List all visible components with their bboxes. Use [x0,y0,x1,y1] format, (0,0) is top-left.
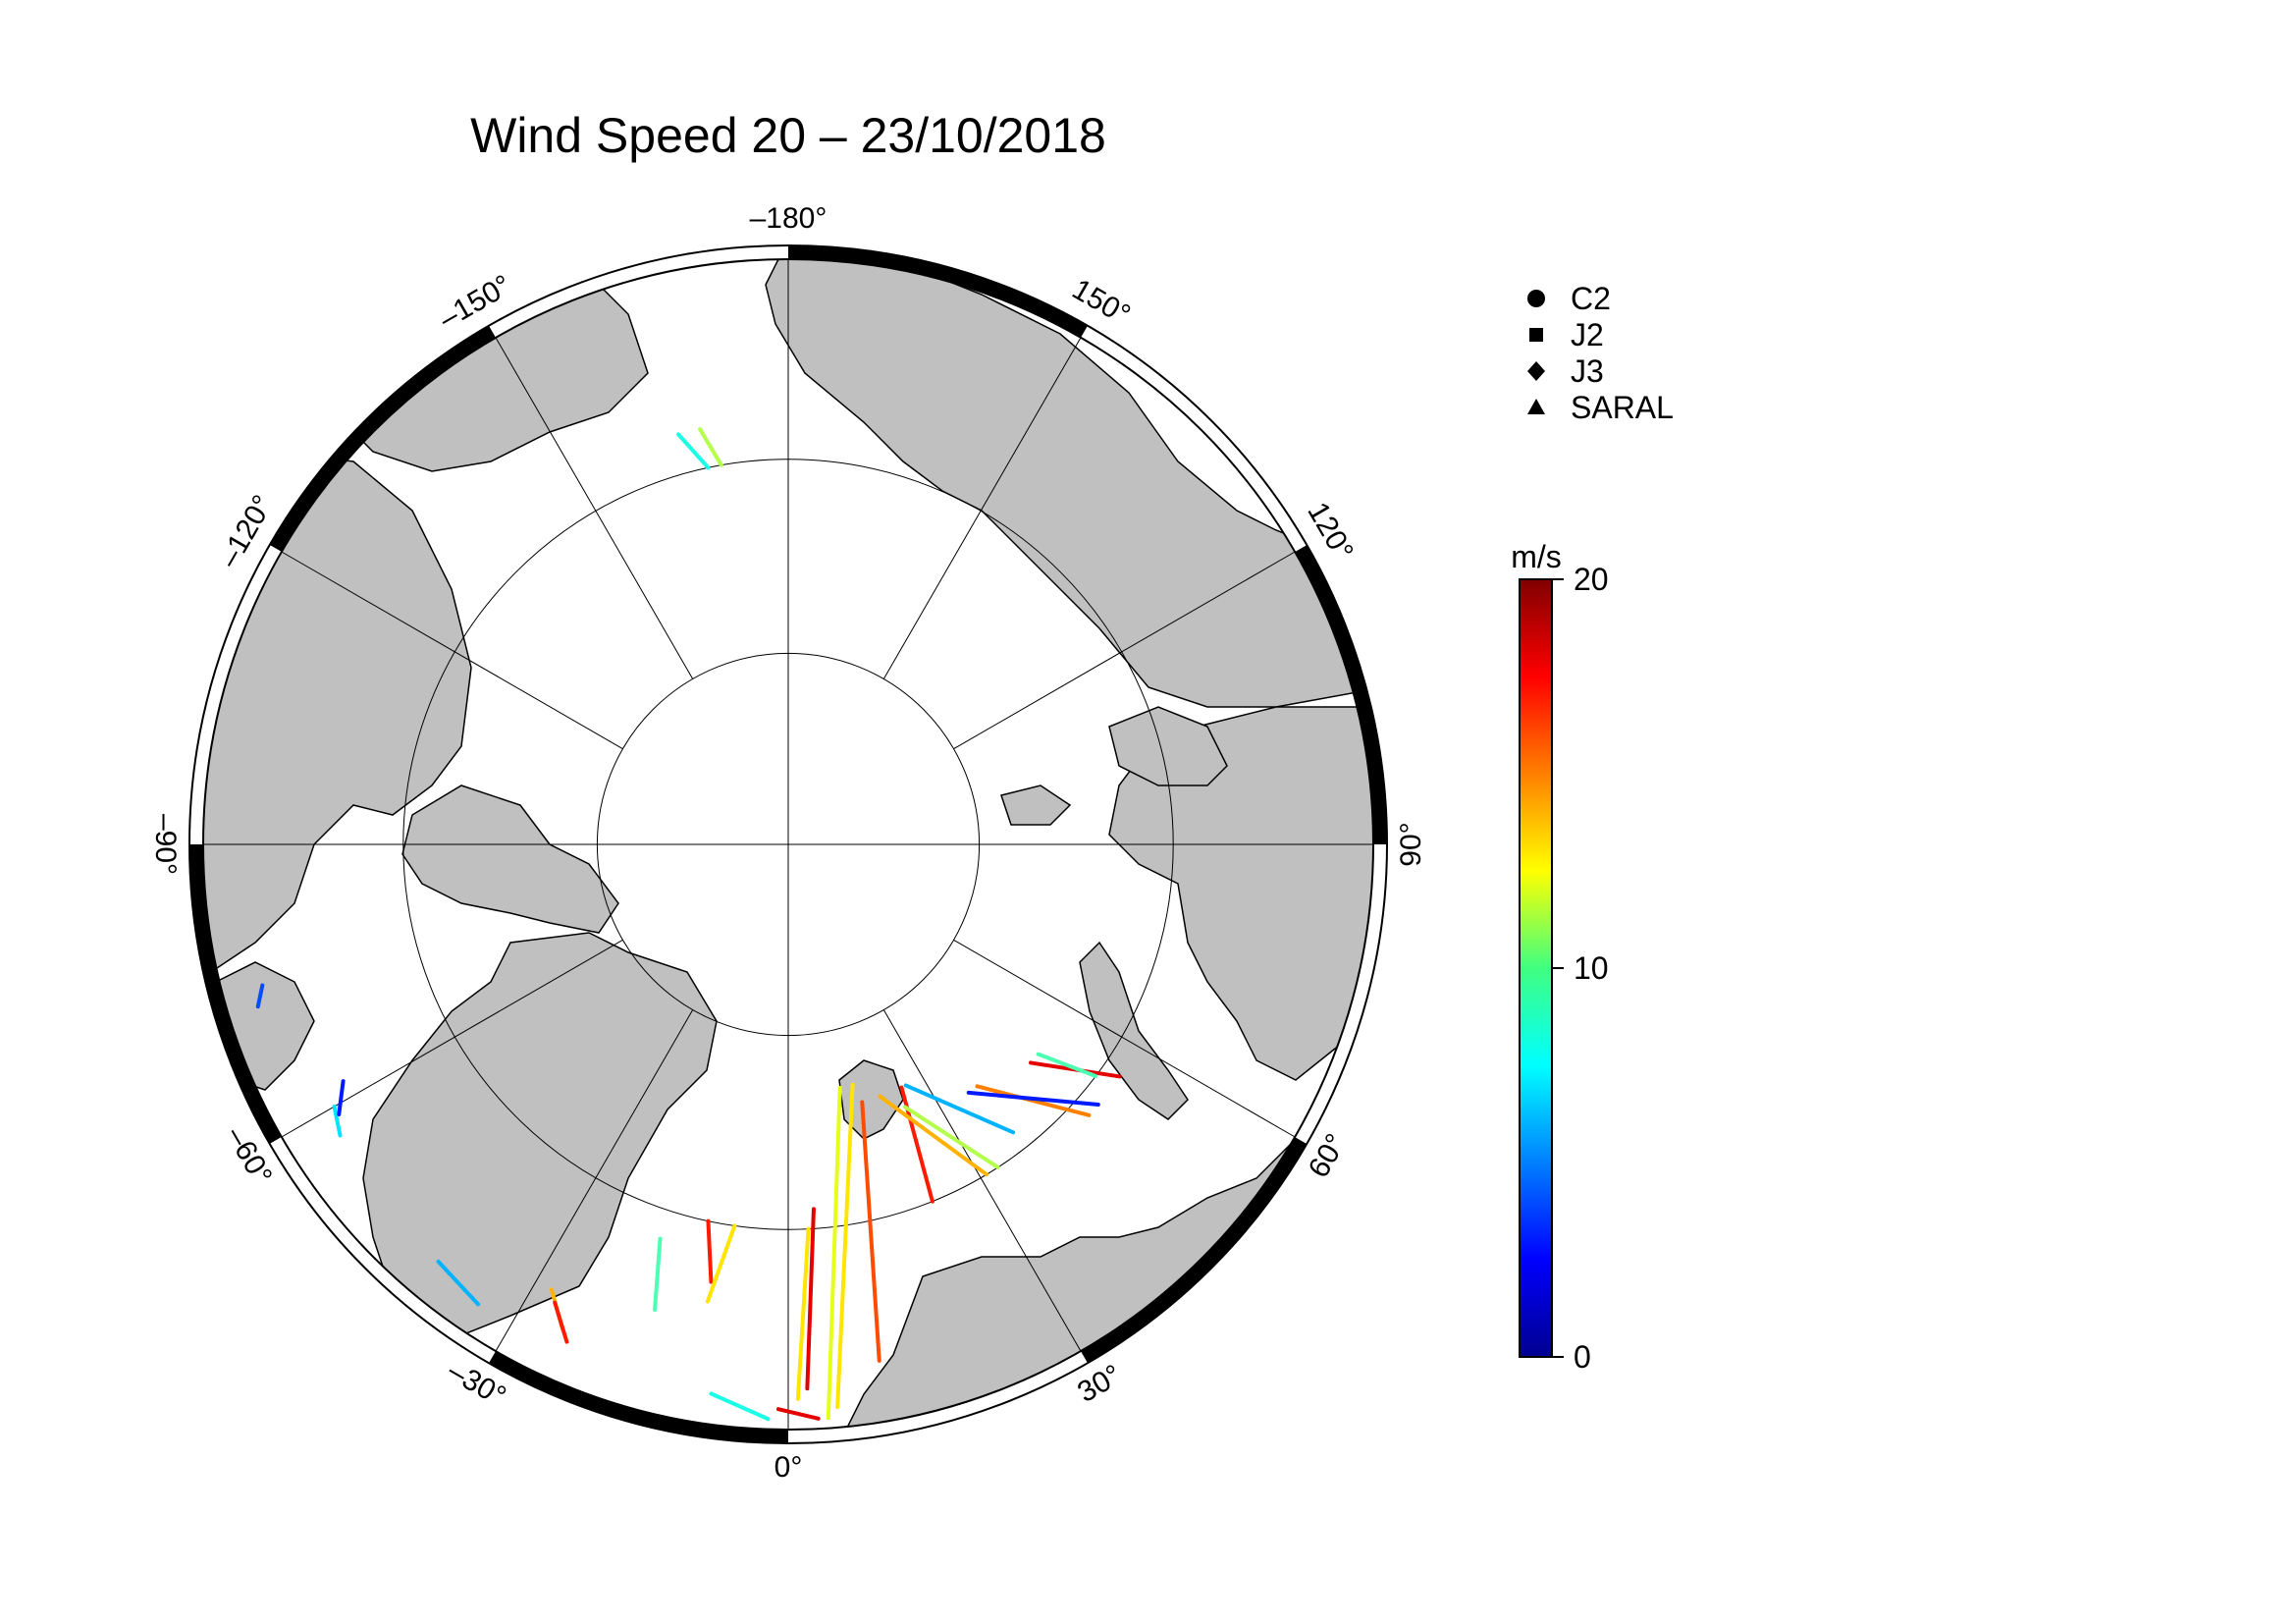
legend-label-j2: J2 [1571,317,1604,352]
wind-track [698,427,723,467]
meridian-line [882,337,1082,679]
wind-track [826,1085,842,1421]
frame-segment [788,245,1088,338]
frame-segment [189,844,282,1144]
land-taymyr [1108,706,1228,786]
diamond-marker-icon [1527,361,1545,381]
circle-marker-icon [1527,290,1545,307]
land-siberia-east [765,259,1373,708]
frame-segment [489,245,788,338]
meridian-line [953,939,1296,1138]
wind-track [653,1236,663,1313]
legend-item-j3: J3 [1527,353,1604,389]
colorbar-ticks: 20 10 0 [1552,562,1609,1375]
legend-label-j3: J3 [1571,353,1604,389]
land-canadian-archipelago [401,784,619,934]
colorbar-gradient [1519,578,1553,1358]
frame-segment [269,325,496,552]
frame-segment [1081,325,1308,552]
wind-track [706,1218,714,1284]
wind-track [860,1100,881,1363]
land-siberia-central [1108,706,1373,1081]
wind-track [903,1083,1016,1135]
satellite-legend: C2 J2 J3 SARAL [1527,281,1674,425]
meridian-line [882,1009,1082,1352]
legend-label-c2: C2 [1571,281,1611,316]
frame-segment [1295,844,1387,1144]
map-area: –180°150°120°90°60°30°0°–30°–60°–90°–120… [149,202,1427,1484]
wind-track [255,983,265,1009]
land-franz-josef [1000,784,1072,826]
wind-tracks [255,427,1122,1422]
longitude-label: 90° [1395,822,1427,866]
longitude-label: –180° [750,202,828,235]
wind-track [795,1226,811,1401]
frame-segment [1295,545,1387,844]
colorbar-tick-label: 0 [1574,1339,1591,1375]
colorbar: m/s 20 10 0 [1511,539,1608,1375]
legend-item-saral: SARAL [1527,390,1674,425]
wind-track [337,1079,346,1117]
colorbar-unit-label: m/s [1511,539,1562,574]
wind-track [975,1084,1092,1117]
frame-segment [788,1351,1088,1443]
wind-track [709,1391,771,1422]
map-title: Wind Speed 20 – 23/10/2018 [470,108,1106,163]
longitude-label: –90° [149,814,182,875]
graticule [203,259,1373,1430]
map-frame [188,244,1388,1444]
land-svalbard [838,1059,904,1140]
triangle-marker-icon [1527,399,1545,414]
meridian-line [281,551,623,750]
frame-segment [189,545,282,844]
frame-segment [489,1351,788,1443]
wind-track [1036,1052,1098,1079]
wind-track [878,1094,989,1177]
frame-segment [269,1137,496,1364]
meridian-line [495,337,694,679]
longitude-label: 0° [774,1451,803,1484]
meridian-line [495,1009,694,1352]
land-novaya-zemlya [1079,941,1189,1120]
wind-track [835,1082,855,1410]
legend-item-c2: C2 [1527,281,1611,316]
colorbar-tick-label: 10 [1574,950,1609,986]
wind-track [805,1207,816,1391]
meridian-line [953,551,1296,750]
frame-inner-edge [202,258,1374,1431]
frame-outer-edge [188,244,1388,1444]
wind-track [332,1105,343,1138]
wind-track [436,1259,481,1307]
legend-item-j2: J2 [1529,317,1604,352]
wind-track [676,432,711,470]
wind-track [775,1407,821,1421]
land-greenland [362,932,718,1336]
colorbar-tick-label: 20 [1574,562,1609,597]
square-marker-icon [1529,328,1543,342]
legend-label-saral: SARAL [1571,390,1674,425]
wind-track [903,1105,1000,1169]
wind-track [966,1090,1100,1107]
wind-track [705,1223,737,1304]
wind-track [553,1300,569,1344]
frame-segment [1081,1137,1308,1364]
